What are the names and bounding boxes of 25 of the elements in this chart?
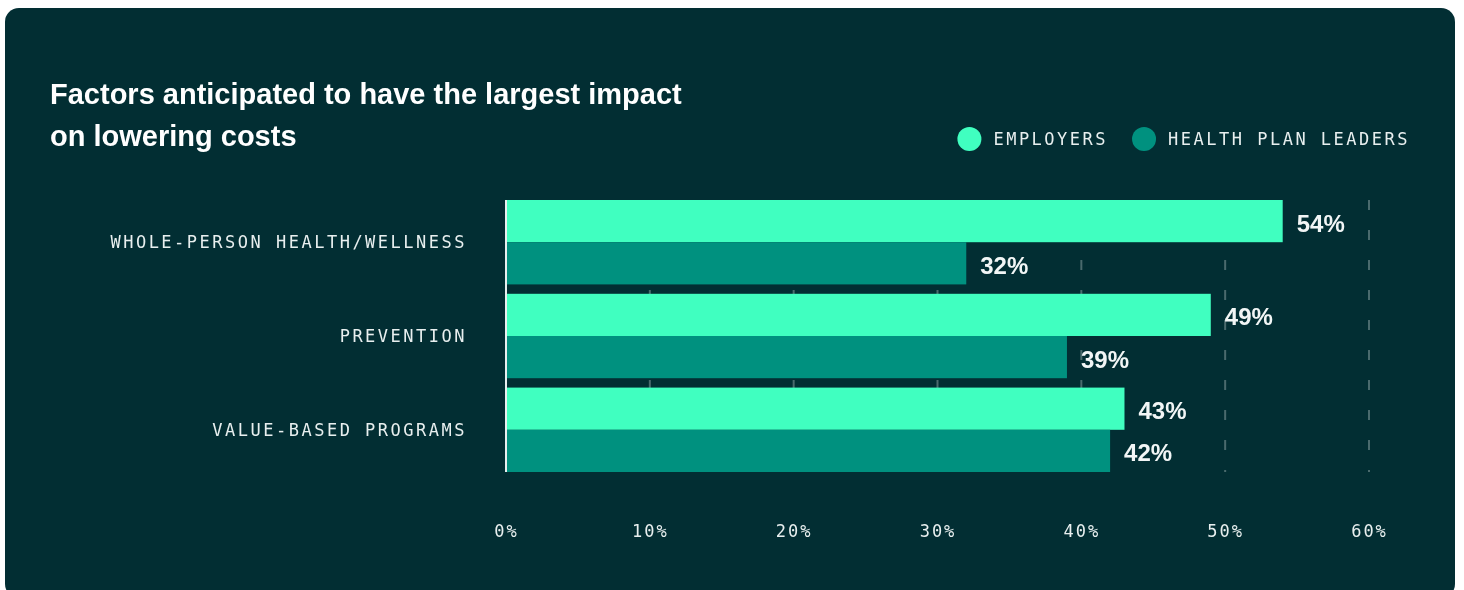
legend-label: EMPLOYERS bbox=[993, 128, 1109, 149]
bar bbox=[506, 242, 967, 285]
bar bbox=[506, 336, 1067, 379]
data-label: 54% bbox=[1296, 209, 1345, 237]
legend-label: HEALTH PLAN LEADERS bbox=[1168, 128, 1410, 149]
y-tick-label: PREVENTION bbox=[339, 325, 467, 346]
data-label: 39% bbox=[1080, 345, 1129, 373]
bar bbox=[506, 387, 1125, 430]
x-tick-label: 50% bbox=[1207, 521, 1245, 542]
data-label: 43% bbox=[1138, 397, 1187, 425]
data-label: 49% bbox=[1224, 303, 1273, 331]
bar bbox=[506, 293, 1211, 336]
bar bbox=[506, 200, 1283, 243]
y-tick-label: WHOLE-PERSON HEALTH/WELLNESS bbox=[110, 232, 467, 253]
y-tick-label: VALUE-BASED PROGRAMS bbox=[212, 419, 467, 440]
chart-title: Factors anticipated to have the largest impact on lowering costs bbox=[50, 78, 683, 152]
x-tick-label: 20% bbox=[775, 521, 813, 542]
x-tick-label: 40% bbox=[1063, 521, 1101, 542]
x-tick-label: 60% bbox=[1351, 521, 1388, 542]
bar bbox=[506, 429, 1111, 472]
data-label: 42% bbox=[1124, 439, 1173, 467]
x-tick-label: 30% bbox=[919, 521, 957, 542]
data-label: 32% bbox=[980, 251, 1029, 279]
x-tick-label: 0% bbox=[494, 521, 519, 542]
x-tick-label: 10% bbox=[631, 521, 669, 542]
